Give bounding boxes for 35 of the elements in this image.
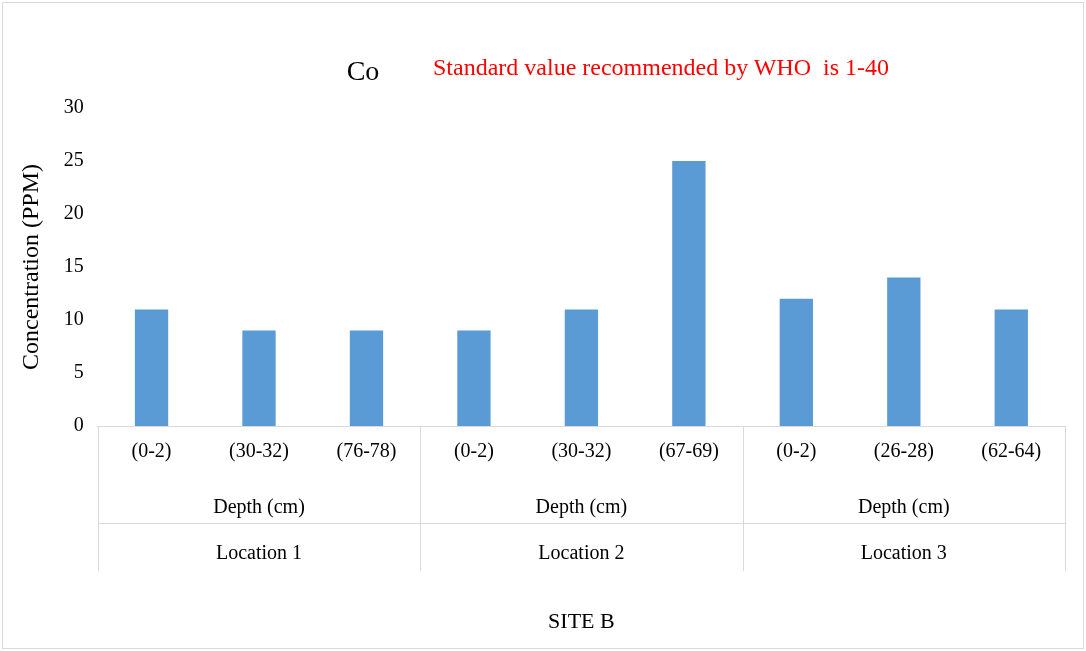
x-tick-label: (76-78) bbox=[336, 439, 397, 463]
x-tick-label: (62-64) bbox=[981, 439, 1042, 463]
text: Depth (cm) bbox=[213, 495, 305, 519]
y-tick-label: 25 bbox=[63, 148, 84, 171]
x-tick-label: (26-28) bbox=[873, 439, 934, 463]
bar bbox=[564, 309, 599, 426]
y-tick-label: 30 bbox=[63, 95, 84, 118]
x-tick-label: (0-2) bbox=[131, 439, 172, 463]
y-tick-label: 10 bbox=[63, 307, 84, 330]
bar bbox=[457, 330, 491, 426]
x-tick-label: (0-2) bbox=[453, 439, 494, 463]
text: Location 2 bbox=[538, 541, 625, 564]
bar bbox=[779, 298, 813, 426]
chart-subtitle: Standard value recommended by WHO is 1-40 bbox=[433, 54, 890, 81]
x-tick-label: (30-32) bbox=[229, 439, 289, 463]
text: Depth (cm) bbox=[535, 495, 628, 519]
bar bbox=[349, 330, 384, 426]
y-tick-label: 5 bbox=[73, 360, 84, 383]
bar bbox=[672, 161, 706, 426]
chart-title: Co bbox=[346, 55, 380, 87]
bar bbox=[134, 309, 169, 426]
text: Location 1 bbox=[215, 541, 303, 564]
y-tick-label: 15 bbox=[63, 254, 84, 277]
text: SITE B bbox=[548, 607, 615, 633]
y-tick-label: 20 bbox=[63, 201, 84, 224]
y-tick-label: 0 bbox=[73, 413, 84, 436]
x-tick-label: (30-32) bbox=[551, 439, 612, 463]
bar bbox=[994, 309, 1028, 426]
bar bbox=[887, 277, 921, 426]
x-tick-label: (67-69) bbox=[658, 439, 719, 463]
text: Location 3 bbox=[860, 541, 947, 564]
y-axis-title: Concentration (PPM) bbox=[16, 164, 43, 370]
text: Depth (cm) bbox=[857, 495, 950, 519]
bar bbox=[242, 330, 276, 426]
x-tick-label: (0-2) bbox=[776, 439, 817, 463]
